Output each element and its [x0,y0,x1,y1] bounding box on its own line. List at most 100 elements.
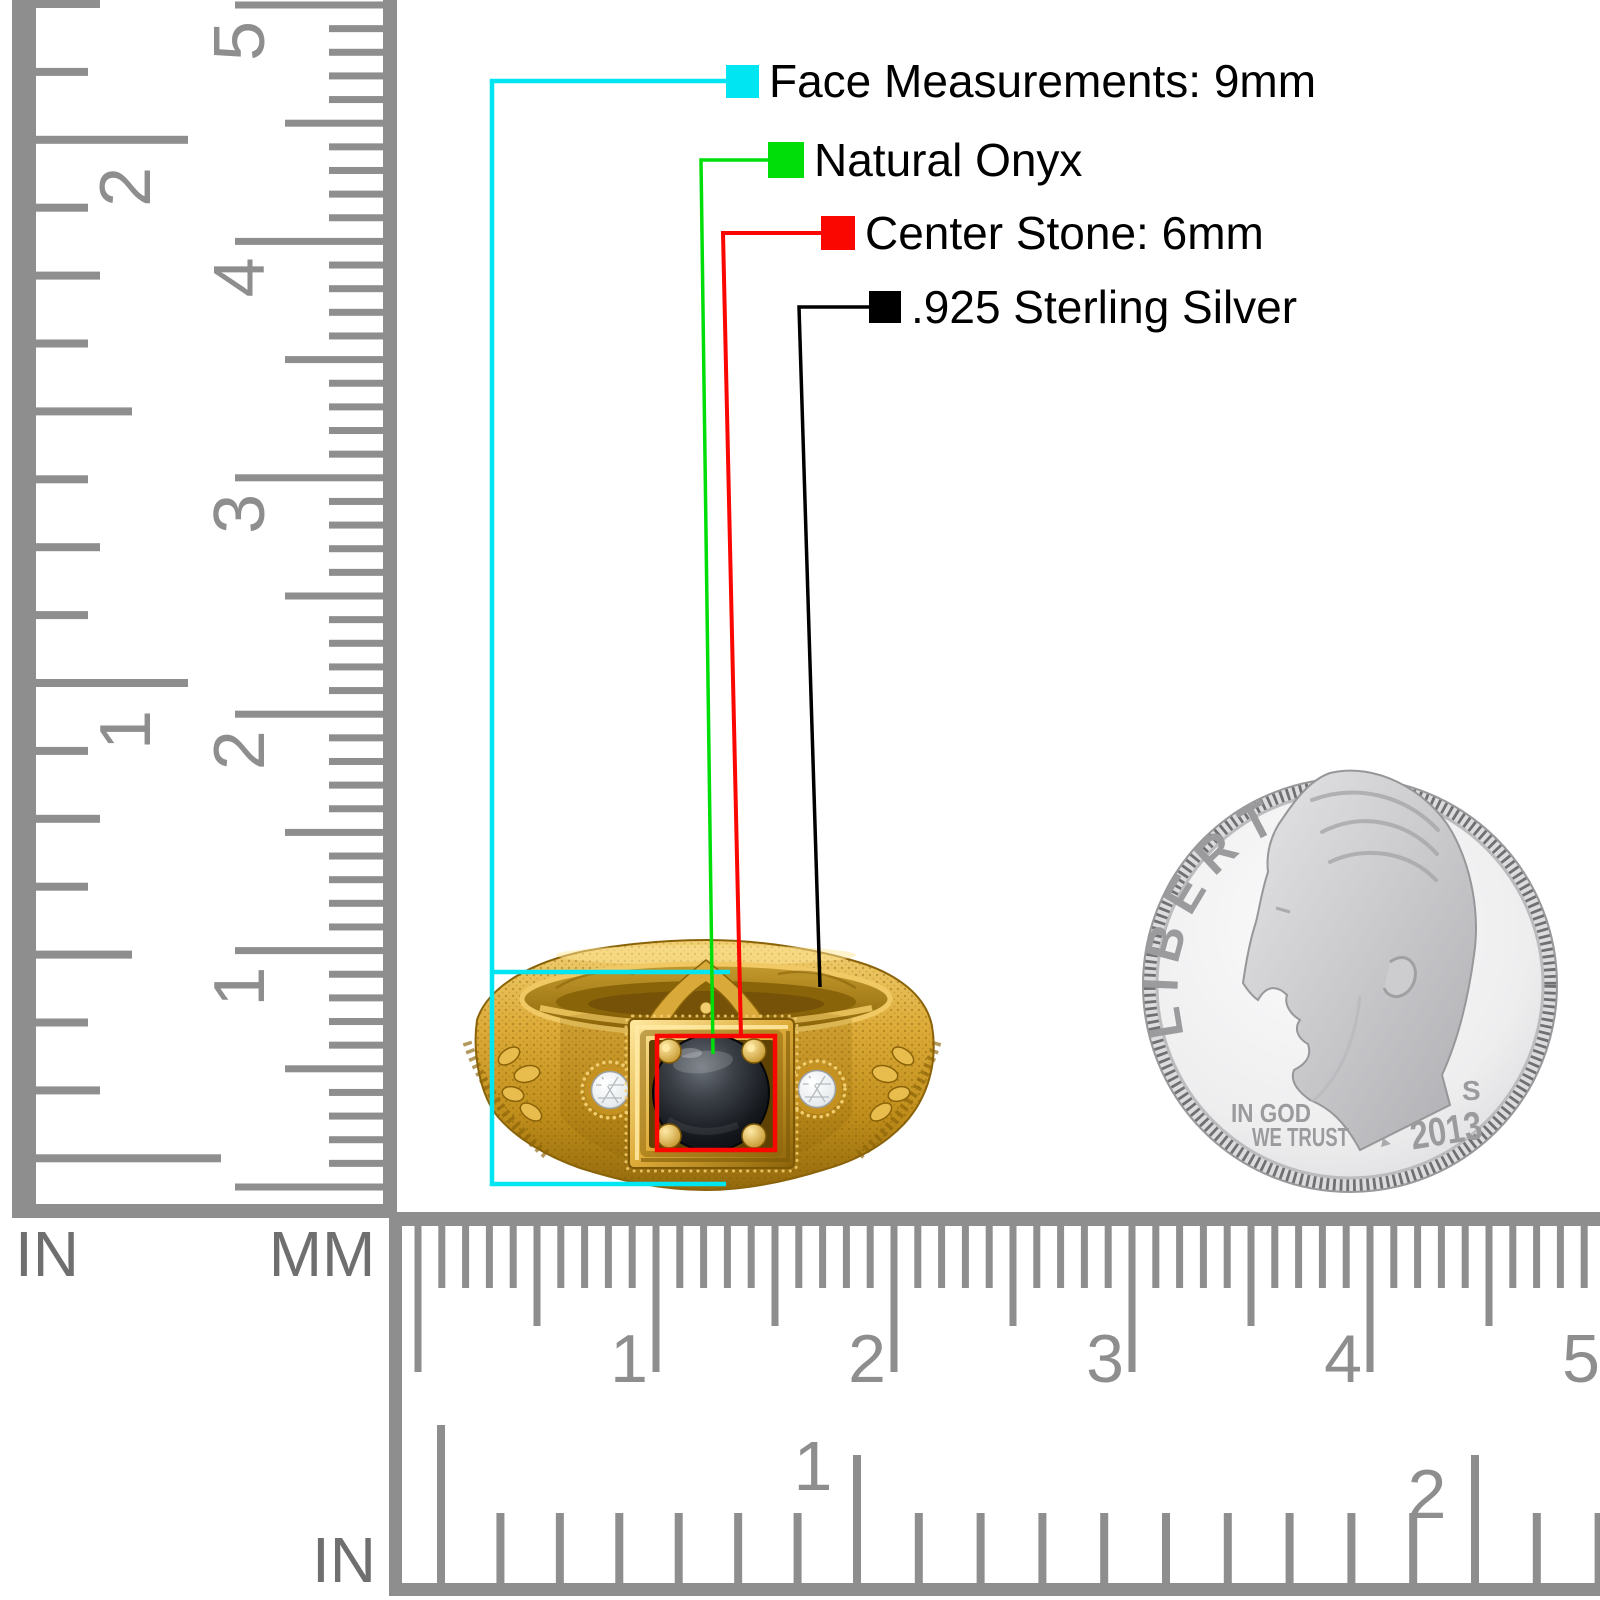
ruler-mark [1295,1226,1303,1288]
ruler-mark [555,1513,564,1583]
ruler-mark [1437,1226,1445,1288]
ruler-number: 1 [610,1321,648,1397]
ruler-mark [329,521,383,529]
ruler-mark [329,190,383,198]
ruler-number: 3 [200,494,280,534]
ruler-mark [329,781,383,789]
ruler-mark [615,1513,624,1583]
ruler-mark [329,308,383,316]
ruler-mark [938,1226,946,1288]
ruler-mark [329,805,383,813]
ruler-mark [628,1226,636,1288]
ruler-mark [329,25,383,33]
ruler-mark [485,1226,493,1288]
bottom-ruler-inch-unit: IN [312,1524,376,1596]
crest-bead [699,1001,713,1015]
ruler-number: 1 [200,967,280,1007]
coin-motto-line1: IN GOD [1231,1098,1311,1128]
ruler-mark [36,882,88,891]
ruler-mark [1471,1455,1479,1583]
face-measurement-bracket [489,78,726,1187]
ruler-mark [914,1513,923,1583]
silver-pointer-line [797,305,870,988]
center-stone-outline [654,1033,778,1153]
ruler-mark [1461,1226,1469,1288]
ruler-mark [674,1513,683,1583]
ruler-mark [734,1513,743,1583]
ruler-mark [1556,1226,1564,1288]
ruler-mark [771,1226,779,1326]
ruler-mark [1532,1513,1541,1583]
ruler-mark [1100,1513,1109,1583]
ruler-mark [976,1513,985,1583]
ruler-mark [36,1086,100,1095]
ruler-mark [36,271,100,280]
ruler-mark [329,332,383,340]
ruler-mark [329,545,383,553]
ruler-mark [329,1088,383,1096]
ruler-mark [36,543,100,552]
ruler-mark [389,1583,1600,1596]
ruler-mark [12,1204,397,1218]
left-rope-edge [462,1040,552,1161]
ruler-mark [329,970,383,978]
ruler-mark [842,1226,850,1288]
ruler-mark [866,1226,874,1288]
ruler-mark [853,1455,861,1583]
ruler-mark [329,1159,383,1167]
ruler-mark [36,1018,88,1027]
ruler-mark [329,687,383,695]
ruler-mark [1162,1513,1170,1583]
ruler-mark [914,1226,922,1288]
ruler-mark [235,947,383,955]
ruler-mark [329,568,383,576]
ruler-mark [329,403,383,411]
ruler-mark [723,1226,731,1288]
ruler-mark [329,1018,383,1026]
ruler-mark [1128,1226,1136,1372]
right-filigree [777,970,915,1122]
ruler-mark [329,1041,383,1049]
ruler-mark [1057,1226,1065,1288]
ruler-mark [890,1226,898,1372]
ruler-mark [795,1226,803,1288]
ruler-number: 1 [794,1427,833,1505]
ruler-number: 5 [1562,1321,1600,1397]
ruler-mark [329,663,383,671]
ruler-number: 2 [1408,1455,1447,1533]
ruler-mark [1247,1226,1255,1326]
ruler-mark [389,1212,402,1596]
ruler-mark [329,166,383,174]
ruler-mark [383,0,397,1218]
ruler-mark [1080,1226,1088,1288]
ruler-mark [329,96,383,104]
ruler-mark [285,828,383,836]
ruler-mark [1285,1513,1294,1583]
ruler-mark [329,379,383,387]
ruler-mark [329,1112,383,1120]
ruler-mark [329,757,383,765]
ruler-mark [235,237,383,245]
ruler-number: 2 [200,730,280,770]
ruler-mark [1033,1226,1041,1288]
ruler-mark [1199,1226,1207,1288]
ruler-number: 2 [86,167,166,207]
center-stone-pointer-line [720,231,822,1038]
ruler-mark [1347,1513,1356,1583]
onyx-pointer-line [699,158,768,1055]
ruler-mark [329,852,383,860]
vertical-ruler-inch-unit: IN [15,1218,79,1290]
ruler-mark [1104,1226,1112,1288]
ruler-mark [36,407,132,416]
ruler-mark [961,1226,969,1288]
ruler-mark [329,876,383,884]
annotations [489,78,870,1187]
ruler-mark [438,1226,446,1288]
ruler-mark [1009,1226,1017,1326]
ruler-mark [1485,1226,1493,1326]
ruler-mark [36,67,88,76]
ruler-mark [793,1513,802,1583]
coin-mint-mark: S [1462,1075,1481,1106]
